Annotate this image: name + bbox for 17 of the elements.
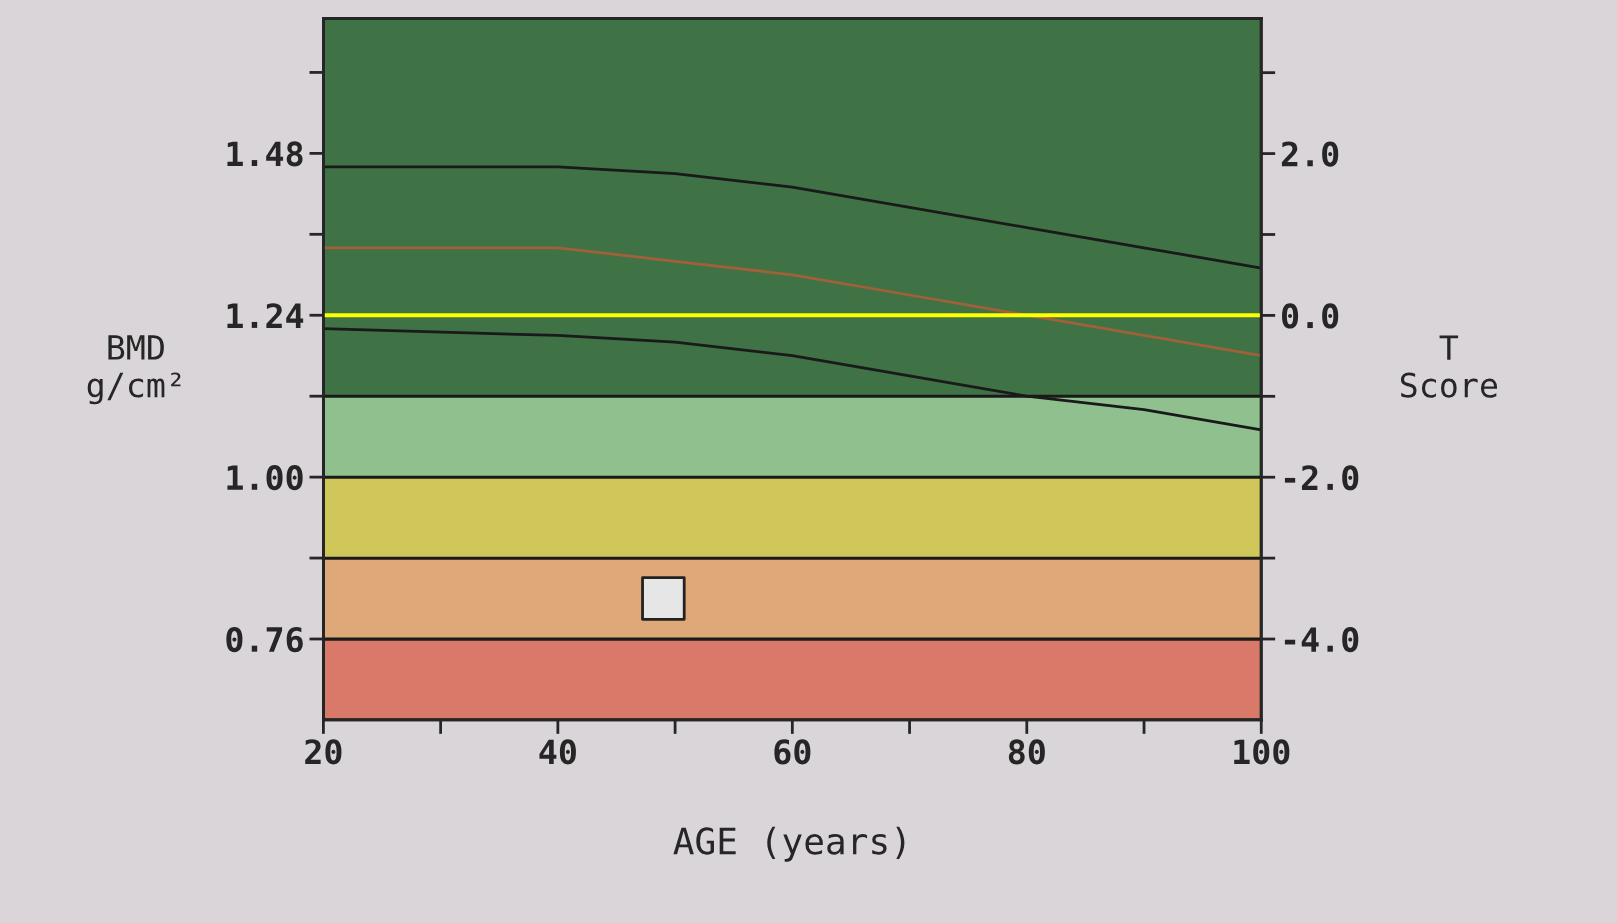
y2-tick-label: -4.0 [1284,626,1359,653]
line-series [323,246,1262,358]
y-tick-label: 1.00 [227,465,303,491]
x-tick-label: 80 [1008,739,1045,765]
y-tick-label: 0.76 [226,626,303,653]
x-tick-label: 60 [774,739,811,765]
y2-tick-label: 0.0 [1282,303,1339,329]
y2-tick-label: -2.0 [1284,465,1359,491]
x-tick-label: 20 [305,739,342,765]
x-axis-title: AGE (years) [673,826,905,862]
y2-tick-label: 2.0 [1281,141,1339,167]
x-tick-label: 100 [1234,739,1290,765]
y-axis-title: BMD g/cm² [87,335,181,405]
x-tick-label: 40 [539,739,576,765]
y-tick-label: 1.24 [227,303,304,328]
y2-axis-title: T Score [1400,335,1498,398]
y-tick-label: 1.48 [227,141,303,167]
